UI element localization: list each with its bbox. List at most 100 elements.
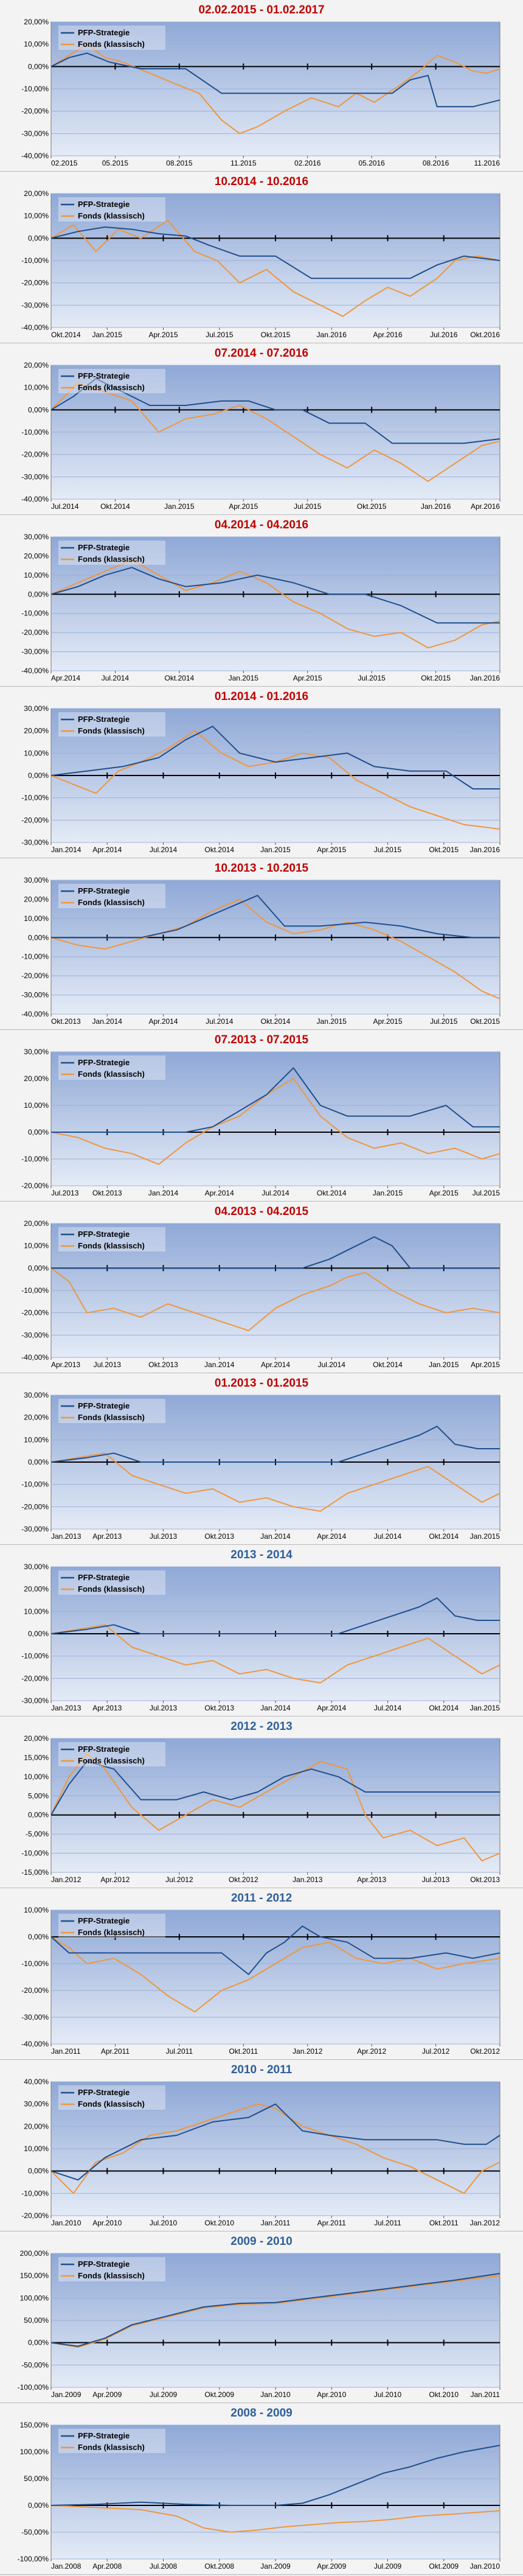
y-tick-label: -30,00% — [21, 991, 49, 999]
series-line-strategy — [50, 2445, 500, 2506]
x-tick-label: Jan.2015 — [429, 1360, 459, 1369]
y-tick-label: -30,00% — [21, 1525, 49, 1533]
x-tick-label: Apr.2013 — [357, 1875, 386, 1884]
x-tick-label: Jan.2015 — [470, 1532, 500, 1541]
chart-panel: 2010 - 2011 40,00% 30,00% 20,00% 10,00% 0,00%… — [0, 2060, 523, 2231]
x-tick-label: Apr.2016 — [471, 502, 500, 511]
y-tick-label: -30,00% — [21, 1696, 49, 1705]
series-line-strategy — [50, 726, 500, 789]
x-tick-label: Jan.2015 — [260, 845, 291, 854]
y-tick-label: 40,00% — [24, 2077, 49, 2086]
y-tick-label: -30,00% — [21, 129, 49, 138]
series-line-fund — [50, 220, 500, 317]
x-tick-label: Jul.2009 — [374, 2562, 402, 2571]
y-tick-label: 100,00% — [20, 2294, 49, 2302]
x-tick-label: Apr.2015 — [471, 1360, 500, 1369]
legend-box — [58, 1055, 165, 1080]
x-tick-label: Apr.2010 — [92, 2219, 122, 2227]
x-tick-label: Okt.2008 — [204, 2562, 234, 2571]
legend-label-fund: Fonds (klassisch) — [78, 1928, 145, 1937]
y-tick-label: -20,00% — [21, 1309, 49, 1317]
x-tick-label: Okt.2014 — [373, 1360, 403, 1369]
y-tick-label: 0,00% — [28, 62, 49, 71]
x-tick-label: Jan.2012 — [51, 1875, 81, 1884]
y-tick-label: 5,00% — [28, 1791, 49, 1800]
y-tick-label: -40,00% — [21, 667, 49, 675]
plot-area — [50, 2424, 500, 2560]
plot-area — [50, 536, 500, 671]
y-tick-label: 50,00% — [24, 2316, 49, 2325]
y-tick-label: 10,00% — [24, 571, 49, 579]
y-tick-label: -50,00% — [21, 2528, 49, 2536]
y-tick-label: 10,00% — [24, 1435, 49, 1444]
legend-box — [58, 2085, 165, 2110]
chart-title: 2011 - 2012 — [230, 1892, 293, 1905]
chart-panel: 01.2013 - 01.2015 30,00% 20,00% 10,00% 0,00%… — [0, 1373, 523, 1545]
chart-panel: 01.2014 - 01.2016 30,00% 20,00% 10,00% 0,00%… — [0, 687, 523, 858]
y-tick-label: 30,00% — [24, 2100, 49, 2109]
legend-label-strategy: PFP-Strategie — [78, 1401, 130, 1410]
y-tick-label: 20,00% — [24, 551, 49, 560]
y-tick-label: -10,00% — [21, 2189, 49, 2197]
x-tick-label: Okt.2013 — [92, 1189, 122, 1197]
series-line-fund — [50, 559, 500, 649]
x-tick-label: Jan.2011 — [261, 2219, 291, 2227]
series-line-fund — [50, 2103, 500, 2194]
x-tick-label: Okt.2014 — [261, 1017, 291, 1026]
chart-panel: 2008 - 2009 150,00% 100,00% 50,00% 0,00% -50,… — [0, 2403, 523, 2575]
x-tick-label: Jan.2016 — [421, 502, 451, 511]
y-tick-label: 0,00% — [28, 590, 49, 598]
x-tick-label: Jul.2013 — [150, 1532, 178, 1541]
chart-title: 04.2014 - 04.2016 — [214, 519, 309, 531]
y-tick-label: -40,00% — [21, 1010, 49, 1018]
x-tick-label: Apr.2008 — [92, 2562, 122, 2571]
chart-panel: 04.2013 - 04.2015 20,00% 10,00% 0,00% -10,00… — [0, 1202, 523, 1373]
y-tick-label: 20,00% — [24, 18, 49, 26]
x-tick-label: Jul.2010 — [374, 2390, 402, 2399]
y-tick-label: -5,00% — [26, 1830, 49, 1838]
y-tick-label: 0,00% — [28, 1629, 49, 1638]
x-tick-label: Jul.2009 — [150, 2390, 178, 2399]
series-line-fund — [50, 1753, 500, 1862]
chart-svg: 30,00% 20,00% 10,00% 0,00% -10,00% -20,00% -30… — [21, 1391, 500, 1541]
x-tick-label: Jan.2016 — [470, 674, 500, 682]
y-tick-label: 0,00% — [28, 1811, 49, 1819]
legend-label-fund: Fonds (klassisch) — [78, 2443, 145, 2452]
x-tick-label: Jul.2014 — [318, 1360, 346, 1369]
x-tick-label: Apr.2015 — [429, 1189, 459, 1197]
plot-area — [50, 1909, 500, 2045]
x-tick-label: 02.2015 — [51, 159, 78, 167]
legend-box — [58, 197, 165, 222]
legend-box — [58, 1227, 165, 1251]
y-tick-label: 20,00% — [24, 1585, 49, 1594]
chart-title: 2008 - 2009 — [230, 2407, 293, 2420]
x-tick-label: Apr.2011 — [317, 2219, 346, 2227]
series-line-fund — [50, 898, 500, 999]
x-tick-label: Jul.2012 — [422, 2047, 450, 2056]
x-tick-label: Okt.2013 — [51, 1017, 81, 1026]
x-tick-label: Apr.2015 — [229, 502, 258, 511]
legend-label-strategy: PFP-Strategie — [78, 2431, 130, 2440]
chart-panel: 2011 - 2012 10,00% 0,00% -10,00% -20,00% -30,… — [0, 1888, 523, 2060]
x-tick-label: Jul.2014 — [374, 1532, 402, 1541]
y-tick-label: -10,00% — [21, 1480, 49, 1489]
series-line-strategy — [50, 52, 500, 108]
legend-box — [58, 1742, 165, 1766]
series-line-fund — [50, 1936, 500, 2013]
x-tick-label: Apr.2014 — [317, 1532, 346, 1541]
series-line-fund — [50, 1452, 500, 1512]
x-tick-label: Jan.2010 — [470, 2562, 500, 2571]
series-line-fund — [50, 1078, 500, 1165]
legend-label-strategy: PFP-Strategie — [78, 1745, 130, 1754]
series-line-fund — [50, 2505, 500, 2533]
x-tick-label: Jul.2015 — [294, 502, 322, 511]
y-tick-label: 0,00% — [28, 234, 49, 242]
y-tick-label: 20,00% — [24, 1413, 49, 1422]
x-tick-label: Okt.2012 — [470, 2047, 500, 2056]
chart-svg: 20,00% 10,00% 0,00% -10,00% -20,00% -30,00% -4… — [21, 18, 500, 167]
y-tick-label: -20,00% — [21, 816, 49, 824]
y-tick-label: 30,00% — [24, 876, 49, 884]
x-tick-label: 05.2016 — [358, 159, 385, 167]
series-line-fund — [50, 382, 500, 482]
y-tick-label: -40,00% — [21, 2040, 49, 2048]
